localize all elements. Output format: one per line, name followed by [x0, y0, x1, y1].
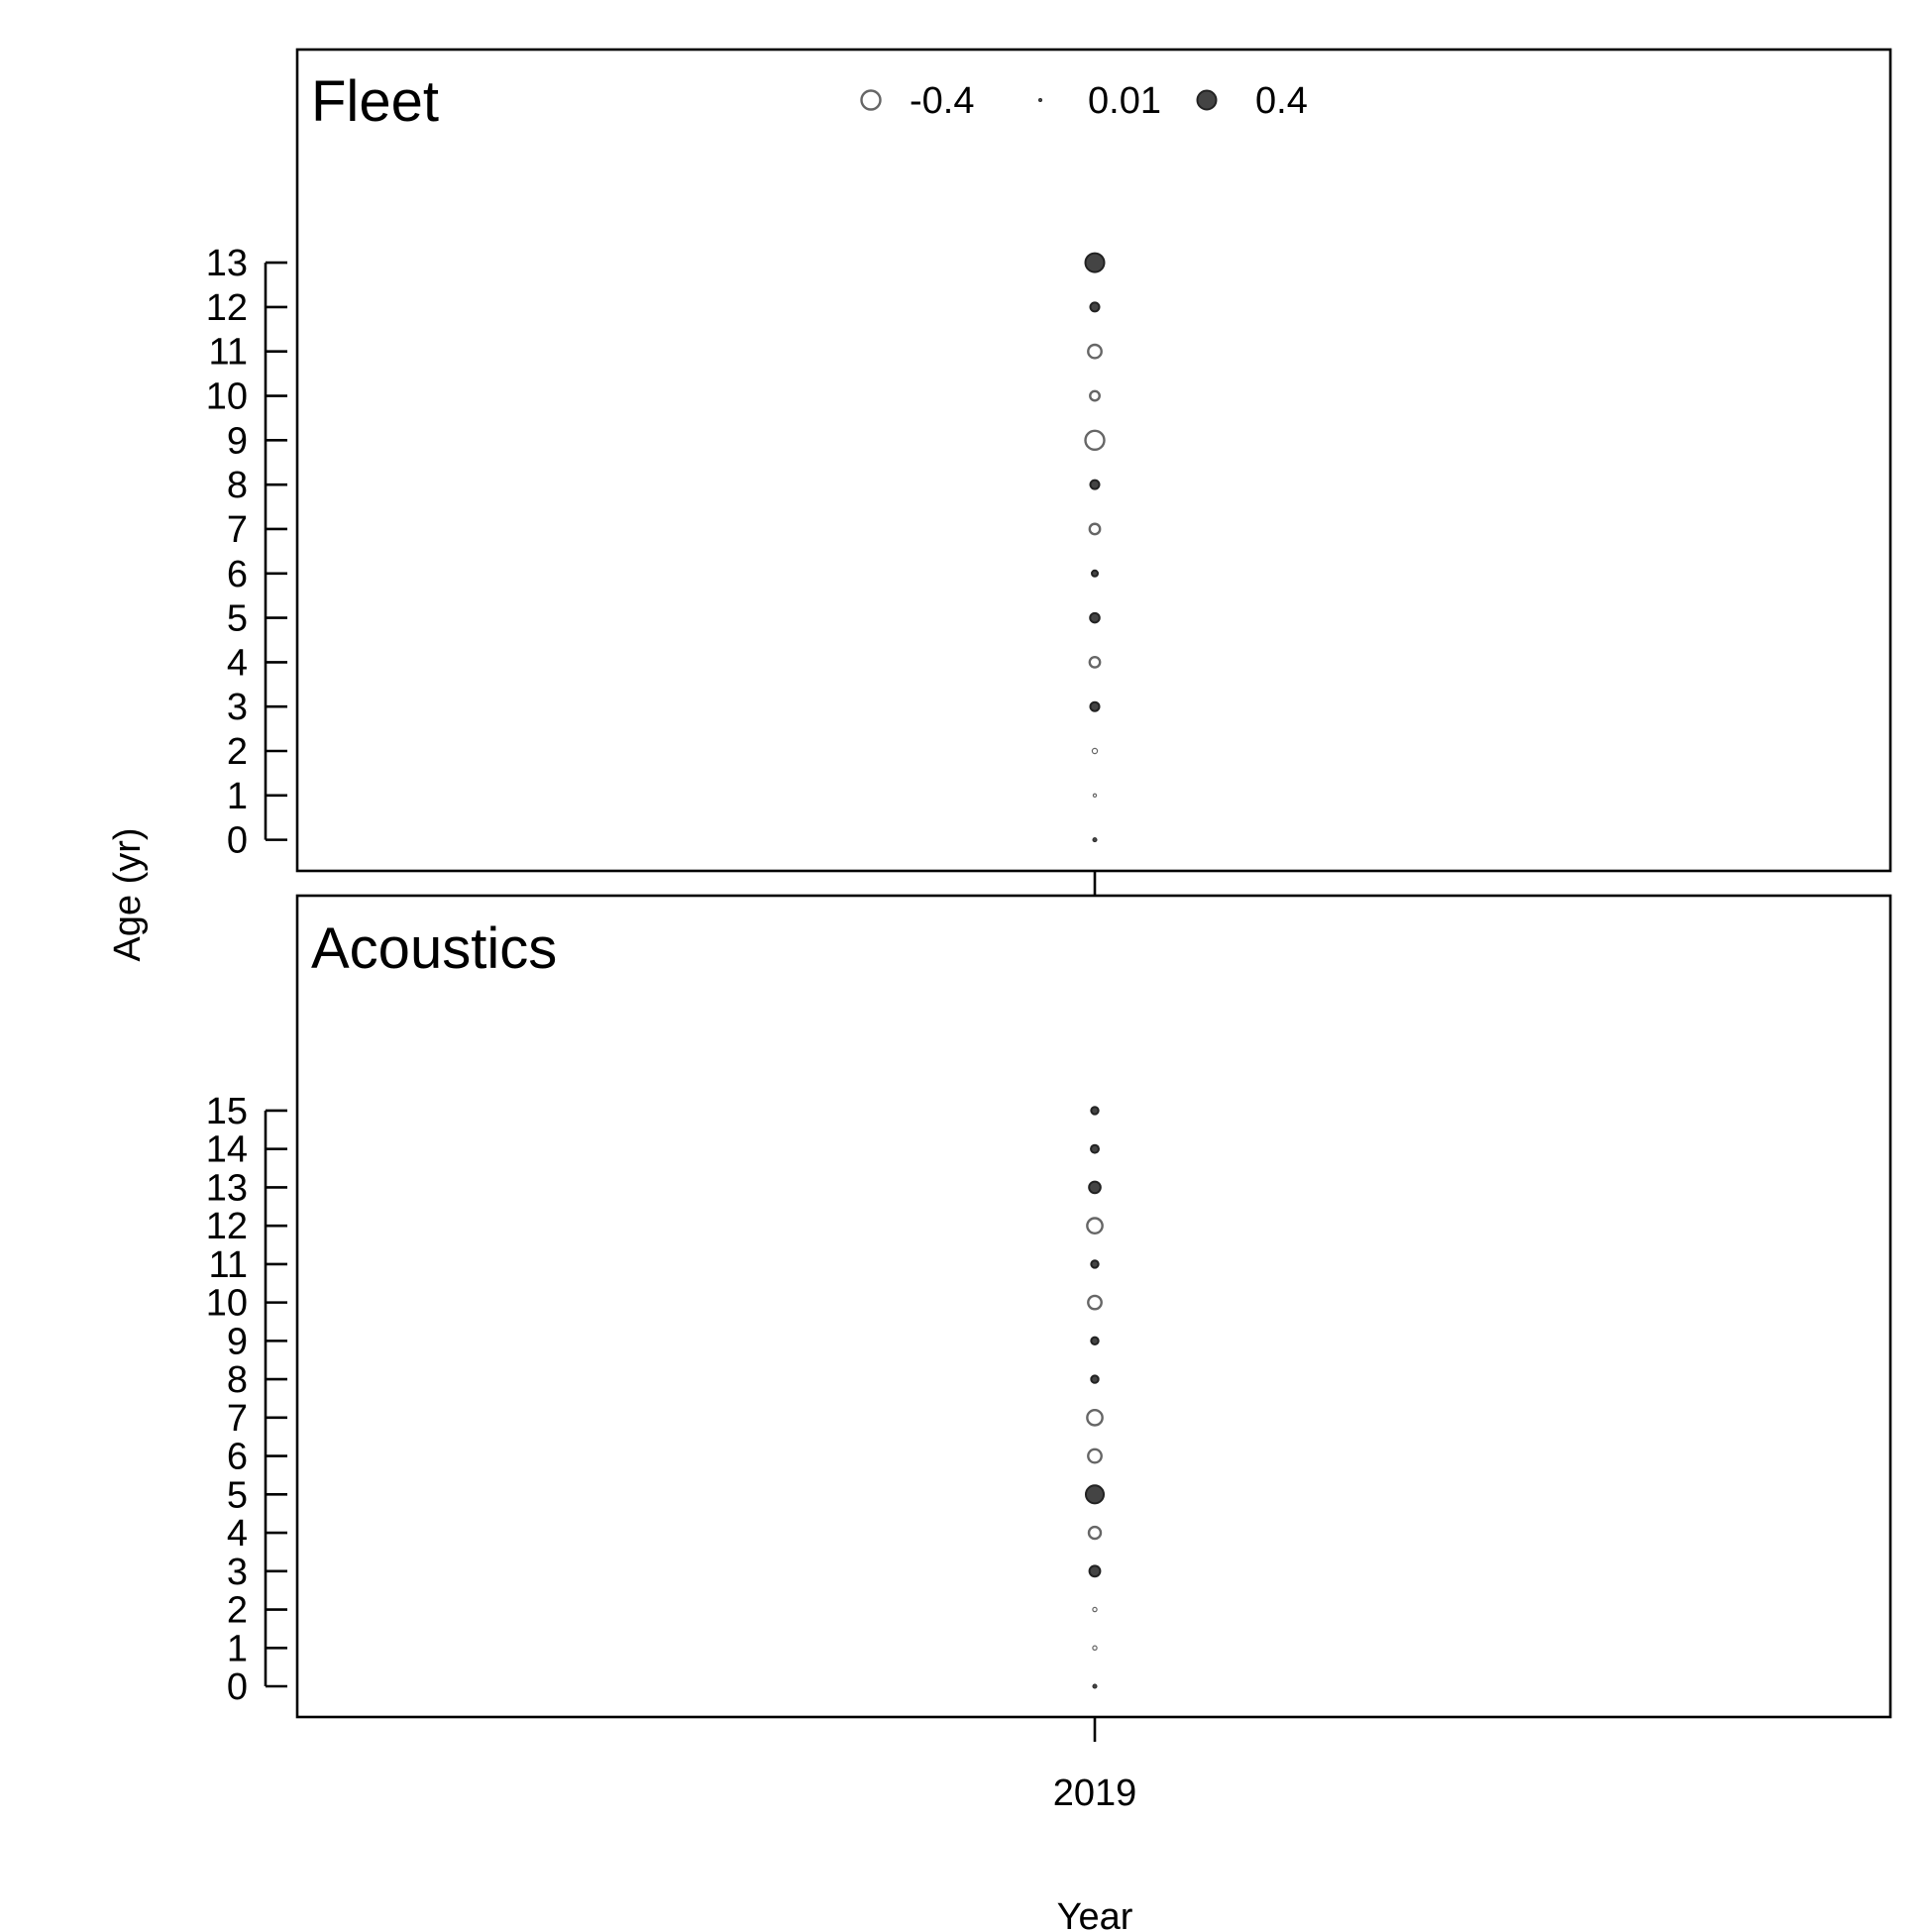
fleet-residual-bubble	[1088, 655, 1102, 669]
acoustics-residual-bubble	[1090, 1106, 1100, 1116]
acoustics-y-tick-label: 11	[209, 1244, 248, 1286]
acoustics-residual-bubble	[1090, 1336, 1100, 1346]
fleet-y-tick-label: 10	[206, 376, 248, 418]
acoustics-y-tick-label: 4	[227, 1513, 248, 1555]
fleet-residual-bubble	[1084, 252, 1106, 273]
fleet-residual-bubble	[1089, 700, 1101, 712]
fleet-residual-bubble	[1092, 837, 1098, 843]
acoustics-y-tick-label: 9	[227, 1321, 248, 1362]
acoustics-y-tick-label: 8	[227, 1359, 248, 1401]
acoustics-y-tick-label: 1	[227, 1628, 248, 1669]
fleet-y-tick-label: 4	[227, 642, 248, 684]
acoustics-residual-bubble	[1092, 1645, 1098, 1651]
acoustics-residual-bubble	[1090, 1374, 1100, 1384]
legend-label-small: 0.01	[1088, 80, 1161, 122]
fleet-residual-bubble	[1089, 389, 1101, 402]
fleet-y-tick-label: 0	[227, 820, 248, 862]
fleet-residual-bubble	[1089, 611, 1101, 624]
legend-symbol-negative	[860, 89, 882, 111]
fleet-y-tick-label: 3	[227, 687, 248, 728]
fleet-y-tick-label: 12	[206, 287, 248, 329]
fleet-y-tick-label: 8	[227, 465, 248, 506]
year-tick-label: 2019	[1053, 1772, 1137, 1814]
fleet-residual-bubble	[1091, 747, 1099, 755]
acoustics-y-tick-label: 2	[227, 1590, 248, 1632]
legend-label-positive: 0.4	[1255, 80, 1308, 122]
acoustics-y-tick-label: 3	[227, 1552, 248, 1593]
acoustics-panel-frame	[295, 894, 1892, 1719]
y-axis-label: Age (yr)	[107, 827, 149, 961]
fleet-y-tick-label: 11	[209, 332, 248, 374]
acoustics-y-tick-label: 10	[206, 1283, 248, 1325]
acoustics-y-tick-label: 12	[206, 1206, 248, 1247]
acoustics-y-tick-label: 5	[227, 1474, 248, 1516]
legend-label-negative: -0.4	[910, 80, 974, 122]
fleet-residual-bubble	[1089, 301, 1101, 313]
fleet-panel-frame	[295, 48, 1892, 873]
acoustics-residual-points	[1084, 1106, 1106, 1689]
legend-symbol-small	[1038, 98, 1043, 103]
acoustics-residual-bubble	[1084, 1484, 1106, 1505]
fleet-residual-bubble	[1088, 522, 1102, 536]
acoustics-residual-bubble	[1092, 1683, 1098, 1689]
legend: -0.4 0.01 0.4	[860, 80, 1308, 122]
acoustics-y-tick-label: 6	[227, 1437, 248, 1478]
acoustics-residual-bubble	[1087, 1294, 1103, 1311]
acoustics-y-tick-label: 7	[227, 1398, 248, 1440]
acoustics-panel-title: Acoustics	[311, 916, 557, 981]
legend-symbol-positive	[1196, 89, 1218, 111]
fleet-y-tick-label: 9	[227, 420, 248, 462]
fleet-y-tick-label: 6	[227, 554, 248, 595]
acoustics-residual-bubble	[1088, 1180, 1102, 1195]
acoustics-y-tick-label: 14	[206, 1129, 248, 1171]
acoustics-residual-bubble	[1092, 1606, 1098, 1613]
fleet-residual-bubble	[1089, 479, 1101, 490]
acoustics-residual-bubble	[1088, 1564, 1102, 1578]
fleet-residual-bubble	[1084, 429, 1106, 452]
fleet-y-tick-label: 1	[227, 776, 248, 817]
acoustics-y-tick-label: 15	[206, 1091, 248, 1132]
x-axis-label: Year	[1057, 1896, 1133, 1932]
fleet-y-tick-label: 2	[227, 731, 248, 773]
fleet-residual-bubble	[1087, 343, 1103, 360]
acoustics-residual-bubble	[1086, 1217, 1104, 1235]
acoustics-residual-bubble	[1087, 1448, 1103, 1464]
acoustics-residual-bubble	[1086, 1408, 1104, 1427]
acoustics-y-tick-label: 13	[206, 1167, 248, 1209]
acoustics-residual-bubble	[1090, 1143, 1100, 1154]
fleet-y-tick-label: 5	[227, 598, 248, 640]
fleet-panel-title: Fleet	[311, 69, 439, 134]
acoustics-residual-bubble	[1090, 1259, 1100, 1269]
fleet-residual-points	[1084, 252, 1106, 843]
fleet-residual-bubble	[1092, 793, 1098, 799]
acoustics-residual-bubble	[1087, 1525, 1103, 1541]
fleet-y-tick-label: 13	[206, 243, 248, 284]
fleet-residual-bubble	[1091, 569, 1099, 578]
acoustics-y-tick-label: 0	[227, 1666, 248, 1708]
fleet-y-tick-label: 7	[227, 509, 248, 551]
